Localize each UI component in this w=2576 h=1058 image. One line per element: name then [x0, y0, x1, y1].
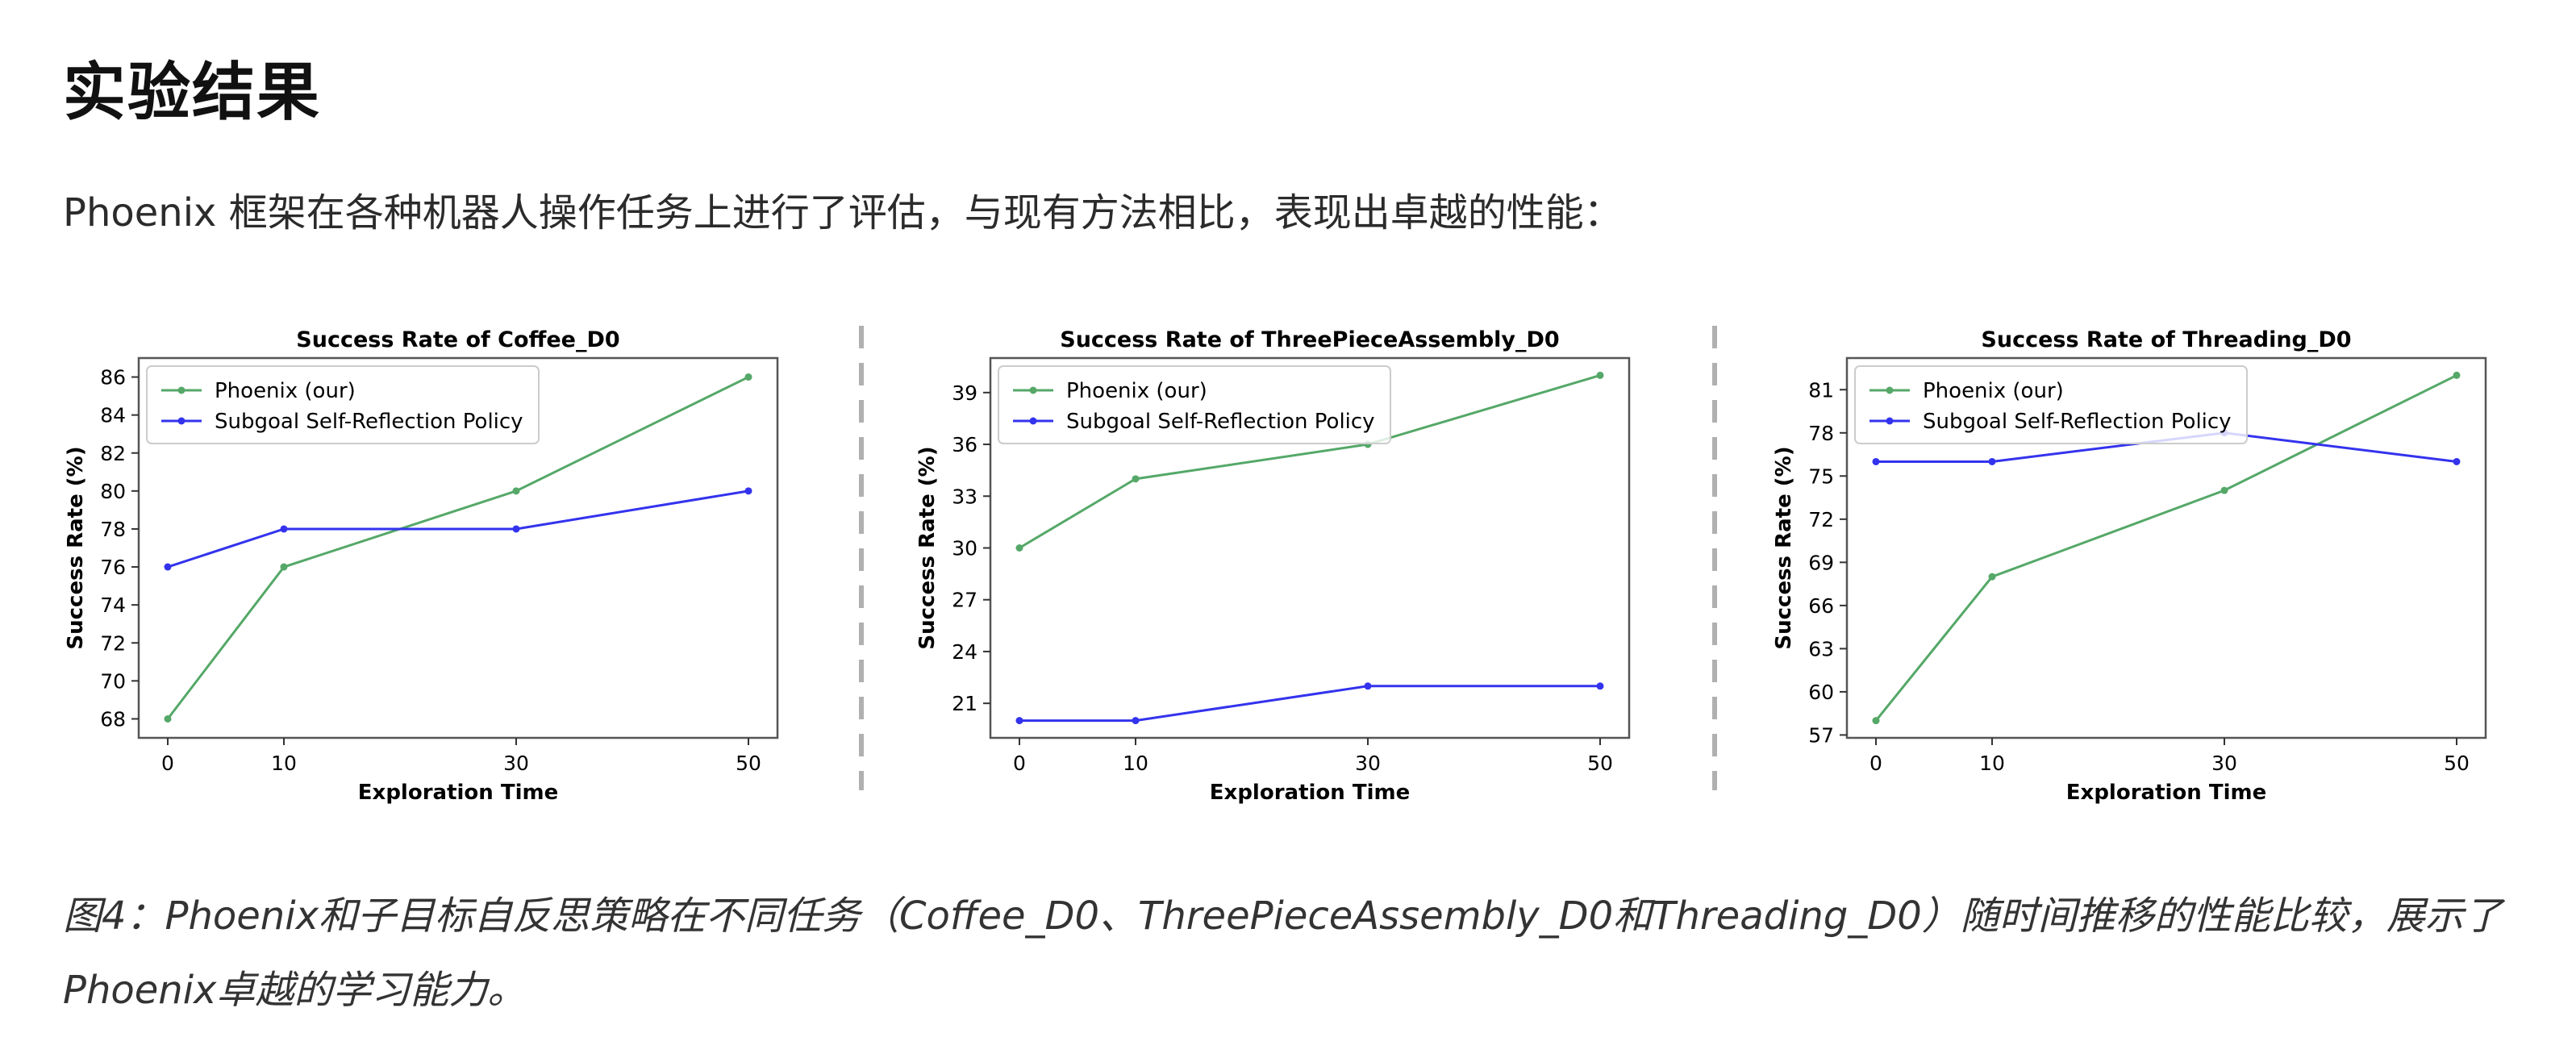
y-tick-label: 36 — [952, 433, 977, 456]
chart-3: Success Rate of Threading_D0 57 60 63 66 69 72… — [1772, 327, 2487, 805]
y-tick-label: 63 — [1808, 637, 1834, 660]
data-point-subgoal — [280, 525, 288, 533]
y-tick-label: 75 — [1808, 464, 1834, 488]
y-tick-label: 70 — [100, 669, 126, 693]
data-point-phoenix — [1015, 544, 1023, 552]
data-point-phoenix — [744, 373, 752, 381]
legend-marker-subgoal — [1886, 417, 1894, 425]
plot-frame — [137, 356, 779, 739]
y-tick-label: 74 — [100, 594, 126, 617]
figure-caption: 图4：Phoenix和子目标自反思策略在不同任务（Coffee_D0、Three… — [63, 893, 2503, 1013]
legend-marker-subgoal — [177, 417, 185, 425]
chart-title: Success Rate of Coffee_D0 — [296, 327, 619, 352]
y-tick-label: 27 — [952, 589, 977, 612]
y-tick-label: 76 — [100, 556, 126, 579]
x-tick-label: 0 — [1013, 752, 1026, 775]
y-tick-label: 68 — [100, 707, 126, 731]
section-heading: 实验结果 — [63, 56, 322, 129]
y-tick-label: 72 — [1808, 508, 1834, 531]
data-point-subgoal — [1364, 682, 1372, 690]
legend-box — [146, 365, 540, 444]
legend-label-phoenix: Phoenix (our) — [1923, 379, 2064, 403]
data-point-phoenix — [164, 714, 172, 723]
data-point-phoenix — [2453, 371, 2461, 379]
chart-title: Success Rate of Threading_D0 — [1981, 327, 2351, 352]
x-tick-label: 50 — [2444, 752, 2470, 775]
y-tick-label: 33 — [952, 485, 977, 508]
y-tick-label: 30 — [952, 537, 977, 560]
series-line-subgoal — [1019, 685, 1600, 723]
x-tick-label: 0 — [161, 752, 174, 775]
data-point-phoenix — [1988, 573, 1996, 581]
data-point-subgoal — [1988, 457, 1996, 465]
y-tick-label: 72 — [100, 631, 126, 655]
data-point-phoenix — [2220, 486, 2228, 494]
data-point-phoenix — [1872, 717, 1880, 725]
data-point-subgoal — [1132, 717, 1140, 725]
y-axis-label: Success Rate (%) — [915, 446, 940, 649]
x-tick-label: 50 — [1587, 752, 1613, 775]
legend-marker-phoenix — [1886, 386, 1894, 394]
legend-label-subgoal: Subgoal Self-Reflection Policy — [215, 410, 523, 434]
legend-box — [1854, 365, 2248, 444]
legend-marker-subgoal — [1029, 417, 1037, 425]
x-tick-label: 50 — [736, 752, 761, 775]
data-point-subgoal — [2453, 457, 2461, 465]
y-tick-label: 24 — [952, 640, 977, 664]
x-axis-label: Exploration Time — [358, 781, 558, 805]
x-axis-label: Exploration Time — [2066, 781, 2266, 805]
y-tick-label: 80 — [100, 480, 126, 503]
data-point-subgoal — [512, 525, 520, 533]
x-tick-label: 30 — [1355, 752, 1381, 775]
y-tick-label: 78 — [100, 518, 126, 541]
y-tick-label: 60 — [1808, 681, 1834, 704]
series-line-phoenix — [1874, 374, 2457, 722]
data-point-subgoal — [1872, 457, 1880, 465]
data-point-phoenix — [512, 487, 520, 495]
data-point-subgoal — [1596, 682, 1604, 690]
x-tick-label: 10 — [1979, 752, 2005, 775]
x-axis-label: Exploration Time — [1210, 781, 1410, 805]
y-tick-label: 21 — [952, 692, 977, 715]
legend-marker-phoenix — [177, 386, 185, 394]
y-tick-label: 86 — [100, 366, 126, 389]
series-line-phoenix — [1019, 373, 1601, 549]
y-tick-label: 39 — [952, 381, 977, 405]
y-axis-label: Success Rate (%) — [1772, 446, 1796, 649]
x-tick-label: 10 — [1123, 752, 1148, 775]
data-point-phoenix — [1132, 475, 1140, 483]
data-point-subgoal — [744, 487, 752, 495]
data-point-phoenix — [280, 563, 288, 571]
chart-title: Success Rate of ThreePieceAssembly_D0 — [1060, 327, 1559, 352]
y-tick-label: 81 — [1808, 378, 1834, 402]
data-point-phoenix — [1596, 371, 1604, 379]
x-tick-label: 10 — [271, 752, 297, 775]
legend-marker-phoenix — [1029, 386, 1037, 394]
data-point-subgoal — [1015, 717, 1023, 725]
legend-label-phoenix: Phoenix (our) — [215, 379, 356, 403]
chart-2: Success Rate of ThreePieceAssembly_D0 21 2… — [915, 327, 1631, 805]
x-tick-label: 30 — [503, 752, 529, 775]
y-tick-label: 69 — [1808, 551, 1834, 574]
y-tick-label: 66 — [1808, 594, 1834, 618]
x-tick-label: 0 — [1869, 752, 1882, 775]
x-tick-label: 30 — [2211, 752, 2237, 775]
chart-1: Success Rate of Coffee_D0 68 70 72 74 76 78 80 8… — [64, 327, 779, 805]
y-tick-label: 82 — [100, 442, 126, 465]
y-tick-label: 78 — [1808, 422, 1834, 445]
series-line-subgoal — [167, 489, 749, 569]
y-tick-label: 57 — [1808, 723, 1834, 747]
intro-paragraph: Phoenix 框架在各种机器人操作任务上进行了评估，与现有方法相比，表现出卓越… — [63, 190, 1623, 235]
legend-box — [998, 365, 1391, 444]
legend-label-phoenix: Phoenix (our) — [1066, 379, 1207, 403]
y-tick-label: 84 — [100, 404, 126, 427]
legend-label-subgoal: Subgoal Self-Reflection Policy — [1923, 410, 2232, 434]
data-point-subgoal — [164, 563, 172, 571]
legend-label-subgoal: Subgoal Self-Reflection Policy — [1066, 410, 1375, 434]
y-axis-label: Success Rate (%) — [64, 446, 88, 649]
plot-frame — [1845, 356, 2487, 739]
series-line-subgoal — [1876, 431, 2457, 463]
